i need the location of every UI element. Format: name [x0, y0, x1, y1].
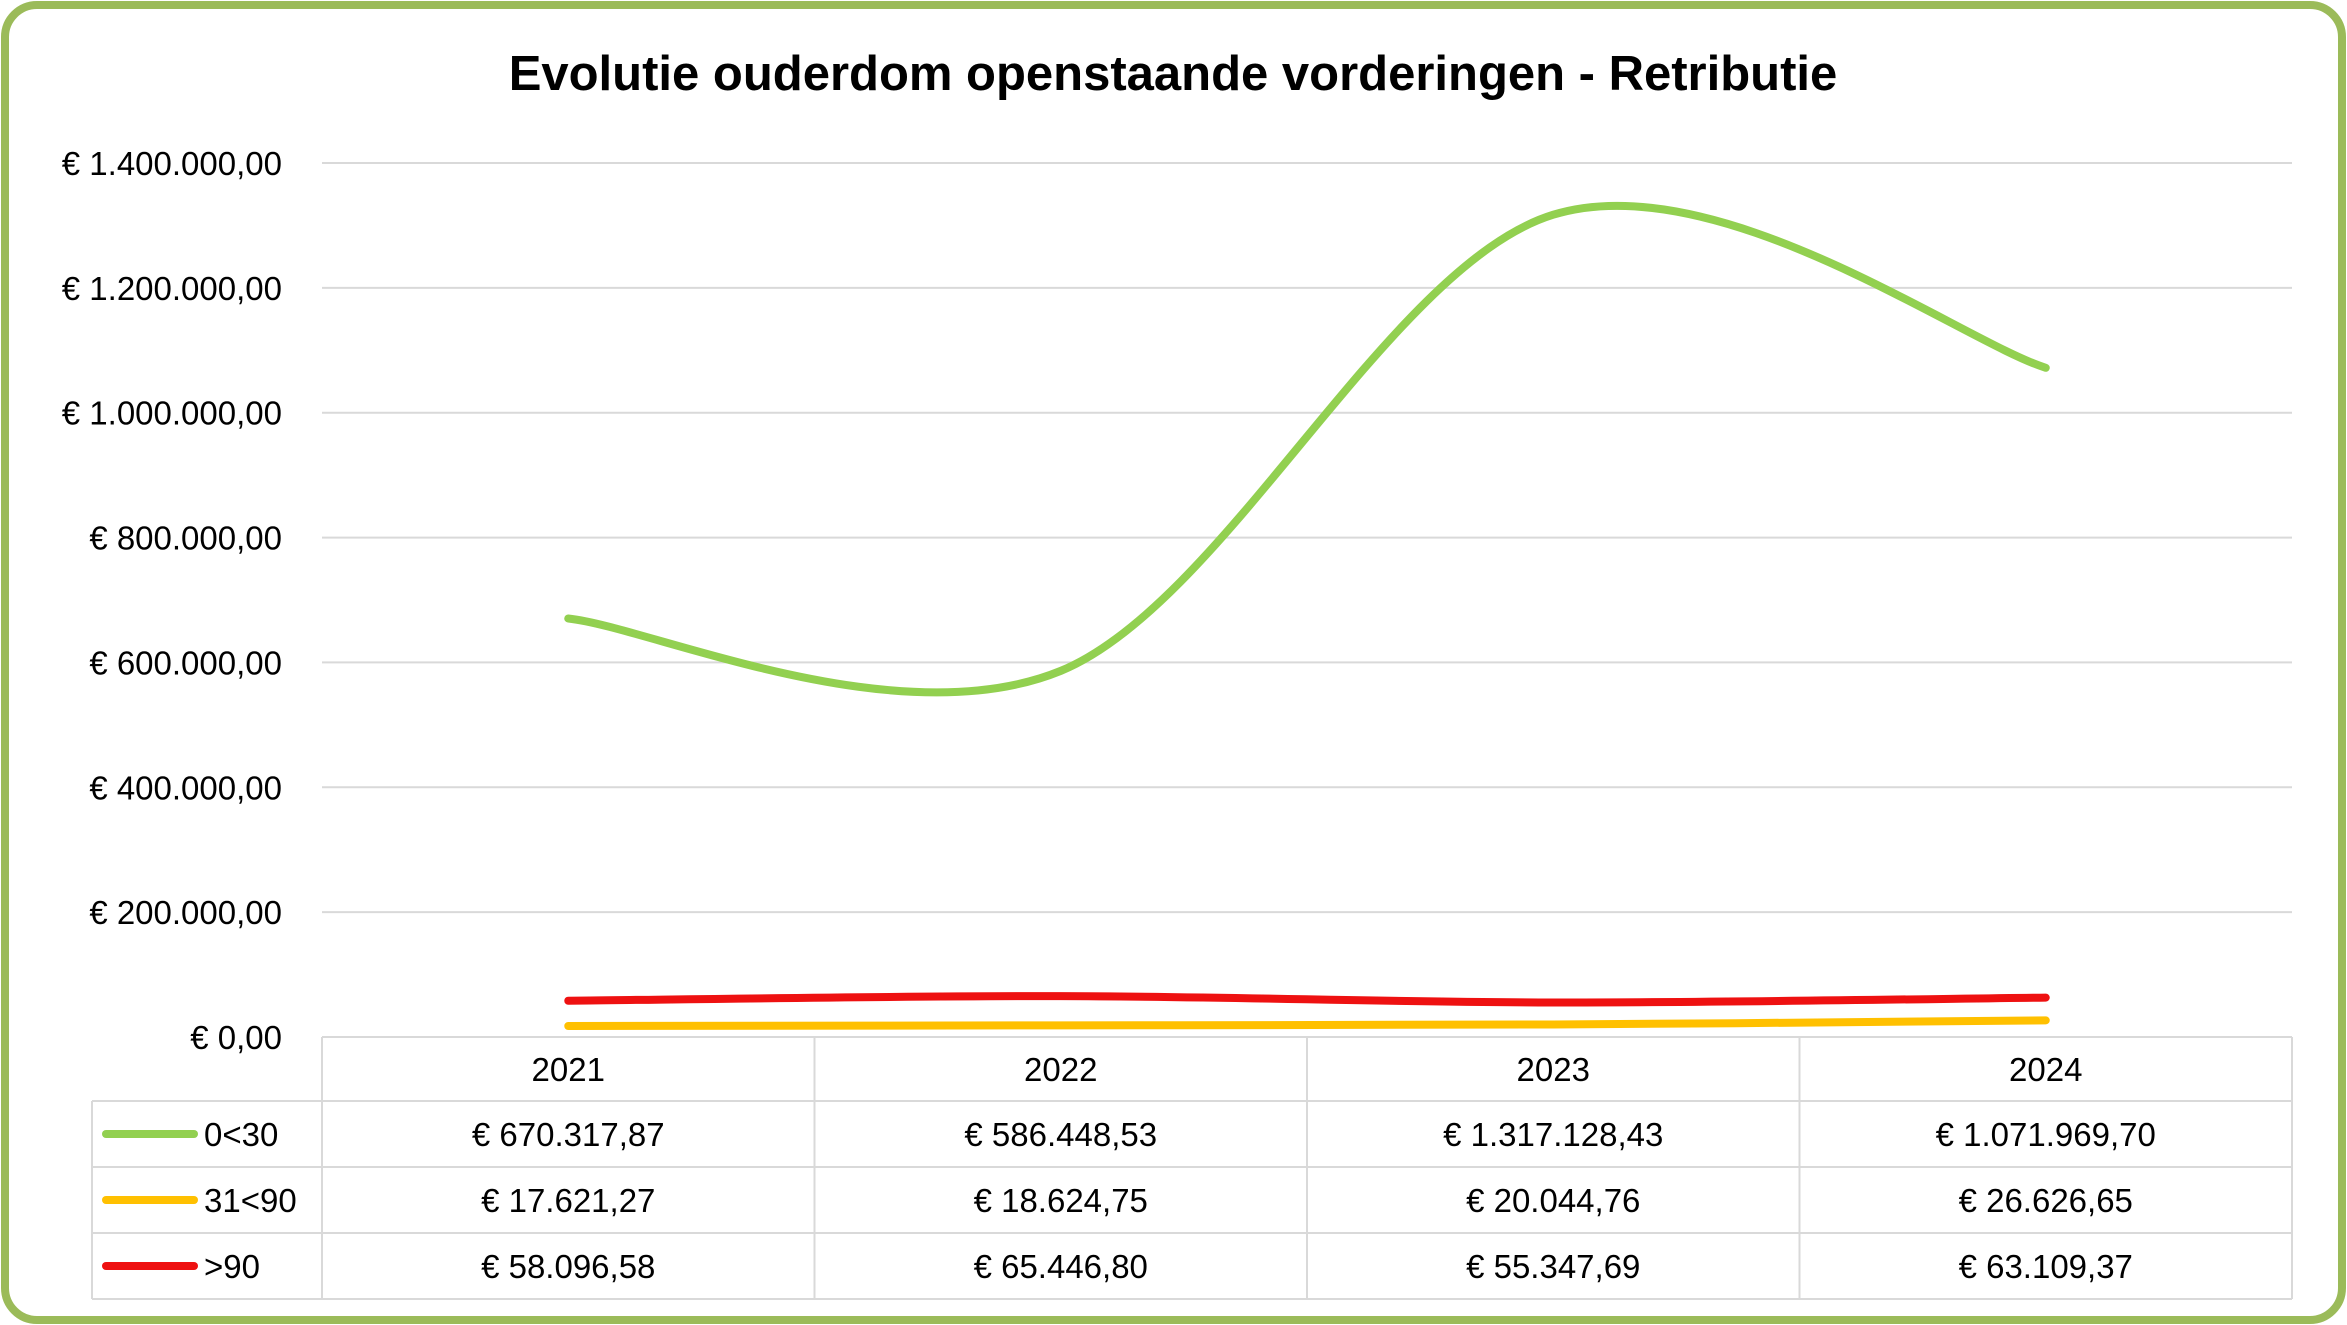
data-label: € 55.347,69 [1466, 1248, 1640, 1285]
data-label: € 63.109,37 [1959, 1248, 2133, 1285]
series-line-1 [564, 201, 2050, 697]
x-tick-label: 2021 [532, 1051, 605, 1088]
data-label: € 17.621,27 [481, 1182, 655, 1219]
y-tick-label: € 0,00 [190, 1019, 282, 1056]
legend-label: >90 [204, 1248, 260, 1285]
series-lines [564, 201, 2050, 1030]
gridlines [322, 162, 2292, 914]
data-table: 2021 2022 2023 2024 0<30 € 670.317,87 € 586.44… [91, 1036, 2293, 1300]
legend-label: 0<30 [204, 1116, 278, 1153]
y-tick-label: € 400.000,00 [89, 769, 282, 806]
y-tick-label: € 1.400.000,00 [62, 145, 282, 182]
y-axis-tick-labels: € 0,00 € 200.000,00 € 400.000,00 € 600.000,… [62, 145, 282, 1056]
series-line-2 [564, 1016, 2050, 1030]
data-label: € 20.044,76 [1466, 1182, 1640, 1219]
legend-label: 31<90 [204, 1182, 297, 1219]
x-tick-label: 2022 [1024, 1051, 1097, 1088]
x-tick-label: 2023 [1517, 1051, 1590, 1088]
chart-title: Evolutie ouderdom openstaande vorderinge… [509, 47, 1838, 101]
y-tick-label: € 200.000,00 [89, 894, 282, 931]
data-label: € 670.317,87 [472, 1116, 665, 1153]
y-tick-label: € 800.000,00 [89, 520, 282, 557]
y-tick-label: € 1.000.000,00 [62, 395, 282, 432]
series-line-3 [564, 992, 2050, 1007]
data-label: € 18.624,75 [974, 1182, 1148, 1219]
y-tick-label: € 600.000,00 [89, 644, 282, 681]
y-tick-label: € 1.200.000,00 [62, 270, 282, 307]
data-label: € 58.096,58 [481, 1248, 655, 1285]
x-tick-label: 2024 [2009, 1051, 2082, 1088]
data-label: € 1.317.128,43 [1443, 1116, 1663, 1153]
data-label: € 586.448,53 [964, 1116, 1157, 1153]
data-label: € 26.626,65 [1959, 1182, 2133, 1219]
data-label: € 1.071.969,70 [1936, 1116, 2156, 1153]
data-label: € 65.446,80 [974, 1248, 1148, 1285]
